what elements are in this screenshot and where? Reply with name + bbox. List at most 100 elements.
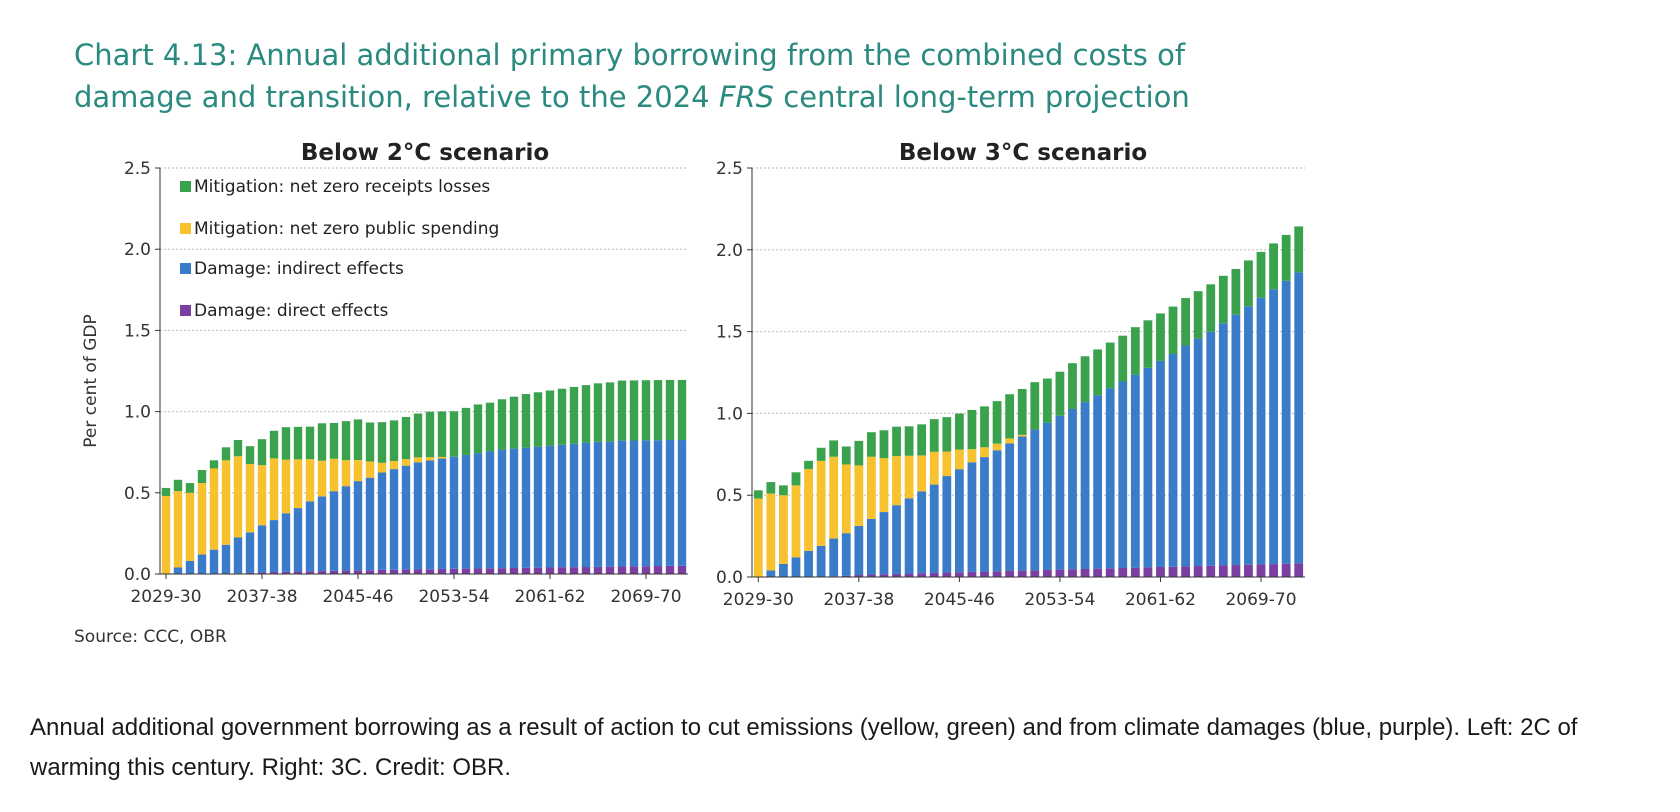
chart-2-bar-spending	[791, 485, 801, 558]
chart-1-bar-indirect	[365, 477, 375, 571]
chart-2-bar-direct	[879, 574, 889, 577]
chart-1-legend-swatch-spending	[180, 223, 191, 234]
chart-1-bar-direct	[317, 571, 327, 574]
chart-2-bar-indirect	[1244, 306, 1253, 565]
chart-1-bar-receipts	[245, 446, 255, 465]
chart-1-x-tick-label: 2029-30	[130, 587, 201, 607]
chart-1-bar-receipts	[569, 386, 579, 444]
chart-1-bar-spending	[425, 457, 435, 461]
chart-1-bar-receipts	[593, 383, 603, 442]
chart-1-bar-receipts	[185, 483, 195, 493]
chart-1-bar-spending	[209, 468, 219, 550]
chart-1-bar-direct	[569, 567, 579, 574]
chart-1-bar-direct	[377, 569, 387, 574]
chart-2-bar-receipts	[879, 430, 889, 459]
chart-1-bar-spending	[269, 458, 279, 521]
chart-1-bar-indirect	[425, 460, 435, 570]
chart-1-bar-indirect	[521, 447, 531, 568]
chart-2-bar-direct	[854, 575, 864, 577]
chart-1-legend-label-indirect: Damage: indirect effects	[194, 259, 404, 279]
chart-2-bar-direct	[967, 571, 977, 577]
chart-1-bar-direct	[341, 570, 351, 574]
chart-1-bar-spending	[173, 491, 183, 568]
chart-2-bar-receipts	[917, 424, 927, 456]
chart-1-y-axis-label: Per cent of GDP	[81, 314, 101, 447]
chart-2-bar-direct	[841, 575, 851, 577]
chart-1-bar-indirect	[233, 537, 243, 574]
chart-2-bar-direct	[892, 573, 901, 577]
chart-2-bar-indirect	[1030, 429, 1040, 571]
chart-1-bar-receipts	[641, 380, 651, 441]
chart-2-bar-spending	[904, 455, 914, 499]
chart-1-bar-receipts	[305, 426, 315, 460]
chart-2-x-tick-label: 2029-30	[723, 590, 794, 610]
chart-2-bar-receipts	[867, 432, 876, 457]
chart-1-bar-receipts	[365, 422, 375, 462]
chart-1-bar-spending	[293, 459, 303, 509]
chart-2-bar-receipts	[904, 426, 914, 456]
chart-2-bar-indirect	[1017, 436, 1027, 571]
chart-2-bar-receipts	[816, 447, 826, 461]
chart-1-legend-swatch-direct	[180, 305, 191, 316]
chart-1-legend-label-spending: Mitigation: net zero public spending	[194, 219, 499, 239]
chart-2-bar-receipts	[1168, 306, 1178, 355]
chart-2-x-tick-label: 2069-70	[1225, 590, 1296, 610]
chart-2-bar-indirect	[1105, 388, 1115, 569]
chart-2-bar-indirect	[1181, 345, 1190, 567]
chart-2-bar-direct	[1294, 563, 1304, 577]
chart-2-bar-spending	[967, 449, 977, 463]
chart-1-bar-indirect	[641, 440, 651, 567]
chart-2-bar-receipts	[980, 406, 989, 448]
chart-1-bar-indirect	[341, 486, 351, 571]
chart-2-bar-direct	[1068, 569, 1077, 577]
chart-2-bar-indirect	[1005, 443, 1015, 571]
chart-2-bar-receipts	[1294, 226, 1304, 273]
chart-1-bar-indirect	[221, 544, 231, 574]
chart-1-bar-direct	[449, 568, 459, 574]
chart-1-bar-receipts	[557, 388, 567, 445]
chart-1-bar-spending	[317, 460, 327, 497]
chart-2-bar-receipts	[829, 440, 839, 457]
chart-1-y-tick-label: 0.5	[124, 484, 151, 504]
chart-2-bar-direct	[980, 571, 989, 577]
chart-1-bar-indirect	[401, 465, 411, 570]
chart-2-bar-indirect	[1118, 381, 1128, 568]
chart-1-bar-spending	[365, 461, 375, 478]
chart-1-bar-indirect	[185, 561, 195, 574]
chart-2-bar-receipts	[1017, 389, 1027, 435]
chart-1-bar-indirect	[485, 451, 495, 569]
chart-2-bar-receipts	[766, 482, 776, 494]
chart-2-bar-indirect	[1206, 331, 1216, 566]
chart-1-bar-direct	[605, 566, 615, 574]
chart-1-bar-indirect	[209, 549, 219, 574]
chart-2-bar-receipts	[1181, 298, 1190, 346]
chart-1-bar-direct	[329, 570, 339, 574]
chart-2-x-tick-label: 2037-38	[823, 590, 894, 610]
title-line-2-italic: FRS	[718, 80, 775, 114]
chart-1-y-tick-label: 0.0	[124, 565, 151, 585]
chart-1-bar-spending	[389, 460, 399, 470]
chart-2-bar-indirect	[779, 563, 788, 577]
chart-2-bar-direct	[1080, 568, 1090, 577]
chart-1-bar-direct	[533, 567, 543, 574]
chart-2-bar-direct	[1181, 566, 1190, 577]
chart-1-bar-direct	[281, 571, 291, 574]
chart-2-bar-spending	[942, 451, 952, 477]
chart-2-bar-direct	[992, 571, 1002, 577]
chart-2-bar-direct	[1231, 565, 1241, 577]
chart-2-bar-direct	[1055, 569, 1065, 577]
chart-1-bar-indirect	[377, 472, 387, 570]
chart-1-bar-receipts	[629, 380, 639, 441]
chart-2-bar-receipts	[967, 409, 977, 450]
chart-2-bar-indirect	[942, 476, 952, 573]
chart-1-bar-receipts	[617, 380, 627, 441]
title-line-1: Chart 4.13: Annual additional primary bo…	[74, 38, 1186, 72]
chart-1-bar-receipts	[473, 404, 483, 454]
chart-2-bar-spending	[954, 449, 964, 470]
chart-2-bar-indirect	[854, 525, 864, 576]
chart-2-bar-direct	[1218, 565, 1228, 577]
chart-2-bar-indirect	[992, 450, 1002, 572]
chart-1-bar-spending	[281, 459, 291, 514]
chart-2-bar-indirect	[816, 545, 826, 577]
chart-2-x-tick-label: 2053-54	[1024, 590, 1095, 610]
